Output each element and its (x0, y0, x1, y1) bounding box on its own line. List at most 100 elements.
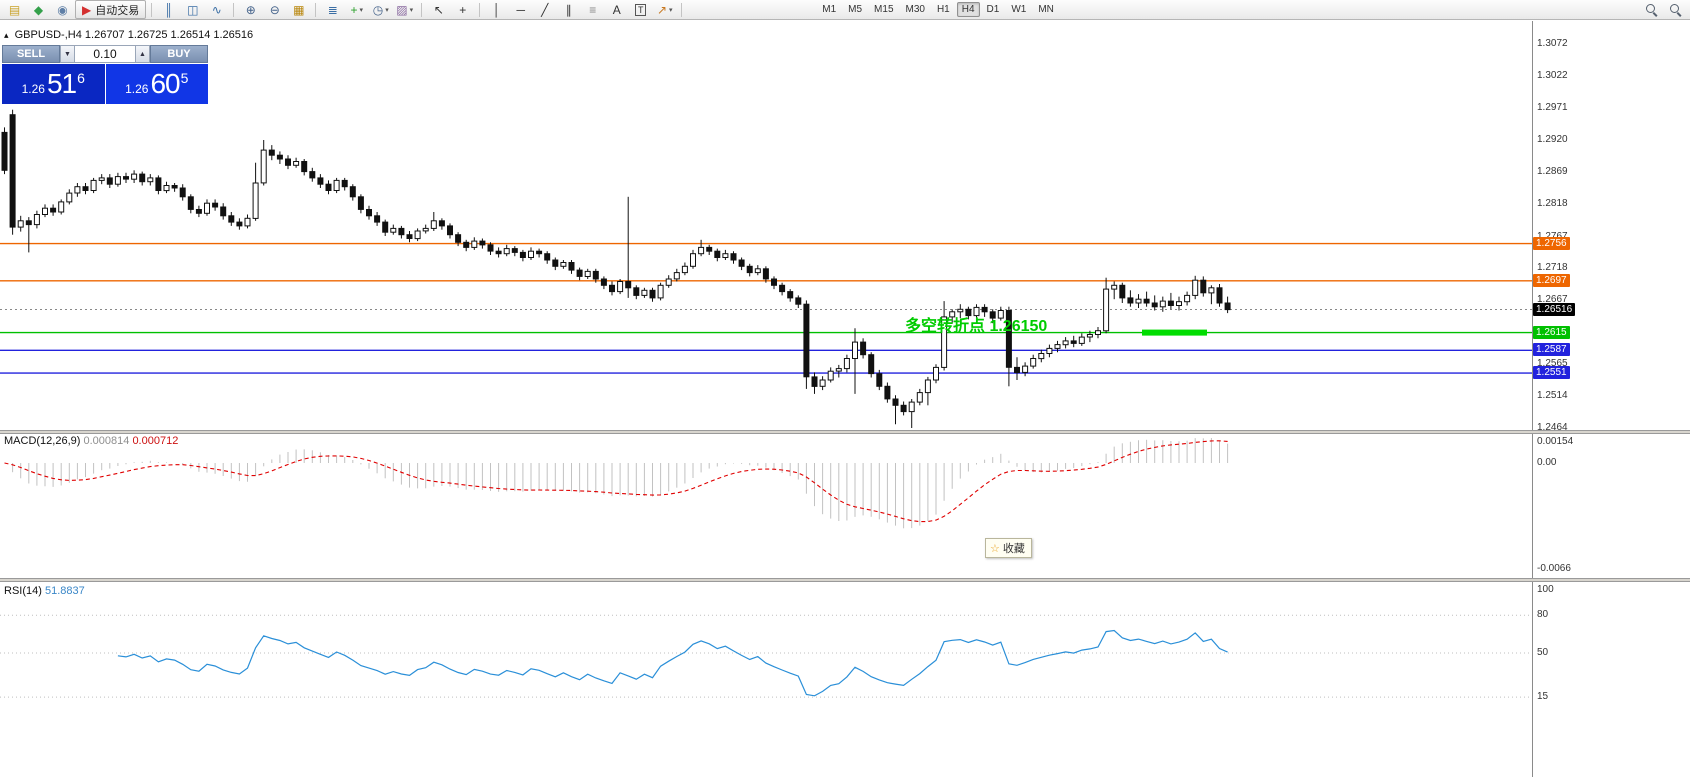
macd-axis-tick: 0.00 (1537, 457, 1557, 468)
timeframe-h1[interactable]: H1 (936, 4, 950, 15)
buy-price-pip: 5 (180, 70, 189, 86)
toolbar-separator (681, 2, 683, 17)
profiles-icon[interactable]: ◉ (51, 0, 74, 19)
macd-axis-tick: 0.00154 (1537, 436, 1574, 447)
horizontal-line-icon[interactable]: ─ (509, 0, 532, 19)
toolbar-separator (151, 2, 153, 17)
periods-dropdown[interactable]: ◷ ▾ (369, 0, 392, 19)
favorite-tooltip[interactable]: ☆ 收藏 (985, 538, 1032, 558)
symbol-search-icon[interactable] (1664, 0, 1687, 19)
lot-decrease-button[interactable]: ▼ (60, 45, 75, 63)
text-label-icon-glyph: T (634, 3, 647, 16)
rsi-axis-tick: 50 (1537, 647, 1549, 658)
price-tick: 1.2920 (1537, 134, 1568, 145)
new-order-icon[interactable]: ▤ (3, 0, 26, 19)
fibonacci-icon-glyph: ≡ (589, 2, 597, 17)
rsi-axis-tick: 80 (1537, 609, 1549, 621)
timeframe-mn[interactable]: MN (1038, 4, 1054, 15)
caret-down-icon: ▾ (409, 6, 414, 14)
crosshair-icon[interactable]: + (451, 0, 474, 19)
zoom-out-icon[interactable]: ⊖ (263, 0, 286, 19)
toolbar-separator (315, 2, 317, 17)
timeframe-m5[interactable]: M5 (848, 4, 863, 15)
price-tick: 1.2818 (1537, 198, 1568, 210)
price-tick: 1.2767 (1537, 231, 1568, 243)
candlestick-chart-icon[interactable]: ◫ (181, 0, 204, 19)
vertical-line-icon[interactable]: │ (485, 0, 508, 19)
panel-splitter-rsi[interactable] (0, 578, 1690, 582)
quick-search-icon-glyph (1645, 3, 1658, 16)
price-tick: 1.3072 (1537, 38, 1568, 49)
price-chart[interactable] (0, 21, 1690, 777)
sell-price-button[interactable]: 1.26 51 6 (2, 64, 105, 104)
lot-size-field[interactable]: 0.10 (75, 45, 135, 63)
new-order-icon-glyph: ▤ (8, 2, 21, 17)
rsi-name: RSI(14) (4, 585, 42, 597)
timeframe-h4[interactable]: H4 (956, 2, 980, 17)
sell-price-pip: 6 (77, 70, 85, 86)
arrows-dropdown-glyph: ↗ (656, 2, 667, 17)
metaquotes-icon-glyph: ◆ (33, 2, 44, 17)
trendline-icon[interactable]: ╱ (533, 0, 556, 19)
current-price-label: 1.26516 (1533, 302, 1576, 316)
text-icon[interactable]: A (605, 0, 628, 19)
trendline-icon-glyph: ╱ (541, 2, 549, 17)
line-chart-icon[interactable]: ∿ (205, 0, 228, 19)
autotrading-button[interactable]: ▶ 自动交易 (75, 0, 147, 19)
profiles-icon-glyph: ◉ (57, 2, 68, 17)
caret-down-icon: ▾ (669, 6, 673, 14)
timeframe-m30[interactable]: M30 (905, 4, 925, 15)
panel-splitter-macd[interactable] (0, 430, 1690, 434)
zoom-out-icon-glyph: ⊖ (269, 2, 280, 17)
rsi-axis-tick: 100 (1537, 584, 1554, 595)
timeframe-m1[interactable]: M1 (822, 4, 837, 15)
symbol-search-icon-glyph (1669, 3, 1682, 16)
text-label-icon[interactable]: T (629, 0, 652, 19)
highlight-segment (1142, 329, 1207, 336)
rsi-levels (0, 614, 1532, 698)
symbol-label: GBPUSD-,H4 (14, 29, 82, 41)
tile-windows-icon[interactable]: ▦ (287, 0, 310, 19)
metaquotes-icon[interactable]: ◆ (27, 0, 50, 19)
sell-price-base: 1.26 (21, 82, 45, 96)
lot-increase-button[interactable]: ▲ (135, 45, 150, 63)
price-tick: 1.3022 (1537, 69, 1568, 81)
channel-icon-glyph: ∥ (565, 2, 572, 17)
buy-price-button[interactable]: 1.26 60 5 (105, 64, 208, 104)
timeframe-w1[interactable]: W1 (1011, 4, 1027, 15)
favorite-label: 收藏 (1002, 543, 1025, 555)
buy-button[interactable]: BUY (150, 45, 208, 63)
crosshair-icon-glyph: + (459, 2, 467, 17)
rsi-axis-tick: 15 (1537, 691, 1549, 703)
macd-signal-line (4, 440, 1228, 523)
macd-name: MACD(12,26,9) (4, 435, 81, 447)
ohlc-values: 1.26707 1.26725 1.26514 1.26516 (84, 29, 254, 41)
add-indicator-dropdown[interactable]: + ▾ (345, 0, 368, 19)
timeframe-m15[interactable]: M15 (874, 4, 894, 15)
autotrading-button-glyph: ▶ (82, 2, 92, 17)
macd-signal-value: 0.000712 (132, 435, 179, 447)
templates-dropdown-glyph: ▨ (396, 2, 408, 17)
templates-dropdown[interactable]: ▨ ▾ (393, 0, 416, 19)
fibonacci-icon[interactable]: ≡ (581, 0, 604, 19)
text-icon-glyph: A (612, 2, 621, 17)
cursor-icon[interactable]: ↖ (427, 0, 450, 19)
zoom-in-icon[interactable]: ⊕ (239, 0, 262, 19)
price-axis-border (1532, 21, 1533, 777)
quick-search-icon[interactable] (1640, 0, 1663, 19)
trade-price-row: 1.26 51 6 1.26 60 5 (2, 64, 208, 104)
tile-windows-icon-glyph: ▦ (293, 2, 305, 17)
bar-chart-icon[interactable]: ║ (157, 0, 180, 19)
periods-dropdown-glyph: ◷ (372, 2, 384, 17)
turning-point-annotation: 多空转折点 1.26150 (905, 318, 1048, 335)
indicators-icon[interactable]: ≣ (321, 0, 344, 19)
level-price-label: 1.2756 (1533, 236, 1570, 250)
timeframe-d1[interactable]: D1 (986, 4, 1000, 15)
price-tick: 1.2565 (1537, 358, 1568, 370)
candlestick-chart-icon-glyph: ◫ (187, 2, 199, 17)
channel-icon[interactable]: ∥ (557, 0, 580, 19)
sell-button[interactable]: SELL (2, 45, 60, 63)
arrows-dropdown[interactable]: ↗ ▾ (653, 0, 676, 19)
toolbar: ▤ ◆ ◉ ▶ 自动交易 ║ ◫ ∿ ⊕ ⊖ ▦ ≣ + ▾ ◷ ▾ ▨ ▾ ↖ + │ ─ ╱ ∥ ≡ A T ↗ ▾ M1 M5 M15… (0, 0, 1690, 20)
